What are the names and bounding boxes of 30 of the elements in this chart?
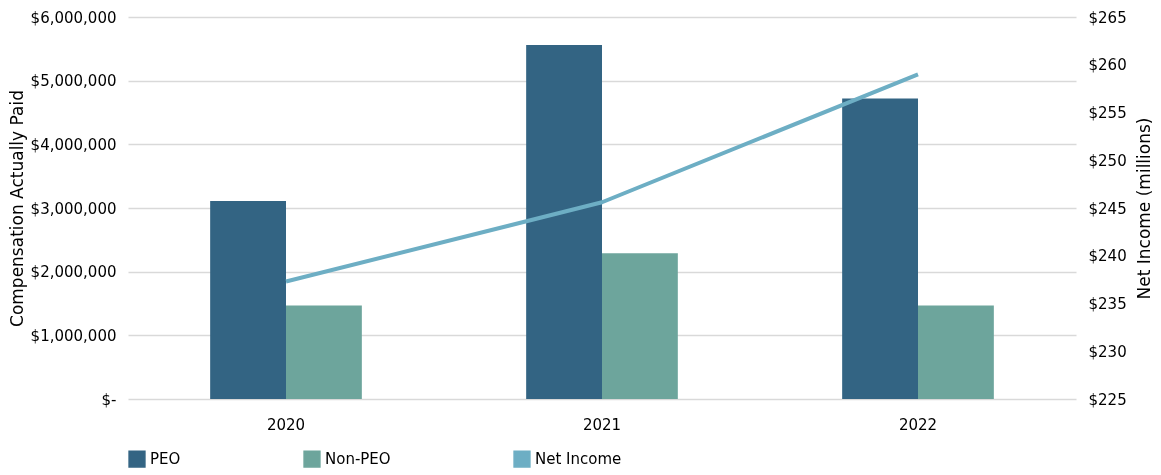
legend-label: PEO [150,450,181,469]
y-tick-label: $5,000,000 [30,72,117,91]
y2-tick-label: $240 [1088,247,1127,266]
y-tick-label: $1,000,000 [30,326,117,345]
x-tick-label: 2022 [898,415,938,434]
x-tick-label: 2021 [582,415,622,434]
y2-tick-label: $230 [1088,342,1127,361]
y2-tick-label: $265 [1088,8,1127,27]
y2-tick-label: $250 [1088,151,1127,170]
y-tick-label: $- [101,390,117,409]
legend-label: Net Income [535,450,622,469]
y2-axis-title: Net Income (millions) [1133,117,1154,300]
y-tick-label: $2,000,000 [30,263,117,282]
y2-tick-label: $260 [1088,56,1127,75]
bar [918,305,994,399]
bar [210,201,286,399]
y-axis-title: Compensation Actually Paid [6,90,27,327]
bar [842,98,918,399]
y2-tick-label: $235 [1088,295,1127,313]
bar [526,45,602,399]
legend-label: Non-PEO [325,450,391,469]
y2-tick-label: $225 [1088,390,1127,409]
bar [602,253,678,399]
bar [286,305,362,399]
y-tick-label: $4,000,000 [30,135,117,154]
y2-tick-label: $245 [1088,199,1127,218]
y-tick-label: $3,000,000 [30,199,117,218]
y2-tick-label: $255 [1088,104,1127,122]
x-tick-label: 2020 [266,415,306,434]
y-tick-label: $6,000,000 [30,8,117,27]
